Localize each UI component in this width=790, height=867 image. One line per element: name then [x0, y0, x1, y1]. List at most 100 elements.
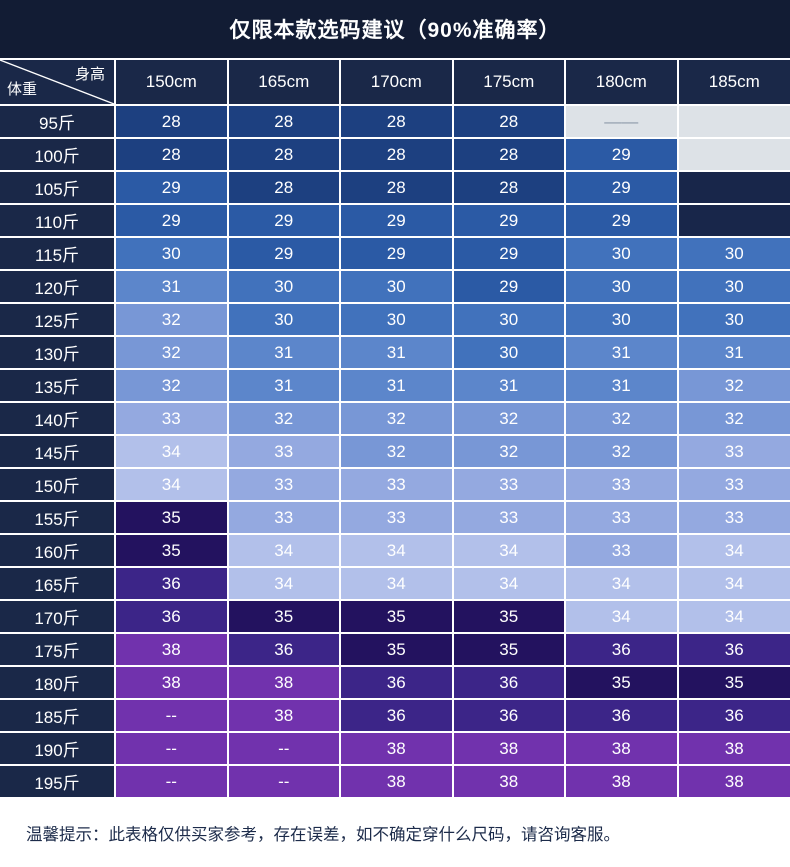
size-cell: 33 [339, 467, 454, 502]
size-cell: 36 [676, 632, 790, 667]
height-column-header: 175cm [451, 58, 566, 106]
size-cell: 34 [226, 533, 341, 568]
header-row: 身高 体重 150cm 165cm 170cm 175cm 180cm 185cm [0, 58, 790, 106]
table-row: 150斤 34 33 33 33 33 33 [0, 467, 790, 502]
table-row: 105斤 29 28 28 28 29 [0, 170, 790, 205]
size-cell: 31 [339, 368, 454, 403]
table-row: 115斤 30 29 29 29 30 30 [0, 236, 790, 271]
weight-row-label: 190斤 [0, 731, 116, 766]
corner-cell: 身高 体重 [0, 58, 116, 106]
size-cell: 34 [339, 533, 454, 568]
table-row: 125斤 32 30 30 30 30 30 [0, 302, 790, 337]
table-row: 165斤 36 34 34 34 34 34 [0, 566, 790, 601]
size-cell: 30 [451, 302, 566, 337]
table-row: 170斤 36 35 35 35 34 34 [0, 599, 790, 634]
size-cell: 33 [564, 533, 679, 568]
size-cell: 28 [226, 104, 341, 139]
size-cell: 29 [564, 170, 679, 205]
weight-row-label: 115斤 [0, 236, 116, 271]
size-table-body: 95斤 28 28 28 28 —— 100斤 28 28 28 28 29 105斤 29 28 28 28 2… [0, 104, 790, 799]
size-cell: 36 [339, 665, 454, 700]
weight-row-label: 100斤 [0, 137, 116, 172]
size-cell: 33 [564, 500, 679, 535]
size-cell: 36 [226, 632, 341, 667]
table-row: 155斤 35 33 33 33 33 33 [0, 500, 790, 535]
table-row: 180斤 38 38 36 36 35 35 [0, 665, 790, 700]
size-cell: 38 [114, 665, 229, 700]
size-cell: 32 [564, 401, 679, 436]
size-cell: 31 [564, 368, 679, 403]
size-cell: 29 [226, 203, 341, 238]
size-cell: 32 [114, 335, 229, 370]
size-cell: 34 [564, 566, 679, 601]
size-cell: 36 [114, 566, 229, 601]
size-table: 身高 体重 150cm 165cm 170cm 175cm 180cm 185cm 95斤… [0, 58, 790, 799]
table-row: 95斤 28 28 28 28 —— [0, 104, 790, 139]
size-cell: 35 [676, 665, 790, 700]
weight-row-label: 125斤 [0, 302, 116, 337]
weight-row-label: 165斤 [0, 566, 116, 601]
size-cell: -- [114, 764, 229, 799]
table-row: 100斤 28 28 28 28 29 [0, 137, 790, 172]
size-cell: 29 [114, 170, 229, 205]
size-cell: 38 [676, 731, 790, 766]
weight-row-label: 95斤 [0, 104, 116, 139]
size-cell: 30 [339, 302, 454, 337]
size-cell: 29 [114, 203, 229, 238]
size-cell: 33 [676, 467, 790, 502]
size-cell: 34 [676, 533, 790, 568]
size-cell: -- [114, 731, 229, 766]
size-cell: 34 [451, 533, 566, 568]
size-cell: 35 [339, 632, 454, 667]
table-row: 160斤 35 34 34 34 33 34 [0, 533, 790, 568]
size-cell: 34 [226, 566, 341, 601]
size-cell: 33 [676, 500, 790, 535]
size-cell: 34 [564, 599, 679, 634]
size-cell: 31 [114, 269, 229, 304]
weight-row-label: 175斤 [0, 632, 116, 667]
diagonal-divider-line [0, 60, 114, 104]
size-cell: 30 [676, 302, 790, 337]
size-cell: 36 [451, 698, 566, 733]
size-cell: —— [564, 104, 679, 139]
height-column-header: 185cm [676, 58, 790, 106]
size-cell: 33 [226, 500, 341, 535]
size-cell: 38 [564, 764, 679, 799]
size-cell: 28 [339, 170, 454, 205]
footer-note: 温馨提示：此表格仅供买家参考，存在误差，如不确定穿什么尺码，请咨询客服。 [26, 826, 620, 844]
size-cell: 33 [114, 401, 229, 436]
size-cell: 30 [564, 302, 679, 337]
weight-row-label: 135斤 [0, 368, 116, 403]
size-cell [676, 203, 790, 238]
size-cell [676, 137, 790, 172]
size-cell: 28 [451, 104, 566, 139]
size-cell: 30 [451, 335, 566, 370]
size-cell: 33 [564, 467, 679, 502]
weight-axis-label: 体重 [7, 81, 38, 98]
size-cell: 33 [676, 434, 790, 469]
page-title: 仅限本款选码建议（90%准确率） [0, 0, 790, 58]
size-cell: 32 [451, 434, 566, 469]
size-cell: 30 [676, 269, 790, 304]
size-cell: 28 [339, 104, 454, 139]
size-cell: 32 [226, 401, 341, 436]
size-cell: 34 [114, 467, 229, 502]
size-cell: 32 [339, 434, 454, 469]
weight-row-label: 145斤 [0, 434, 116, 469]
size-cell: 29 [451, 203, 566, 238]
size-cell: 30 [226, 302, 341, 337]
size-cell: 35 [339, 599, 454, 634]
weight-row-label: 140斤 [0, 401, 116, 436]
size-cell: 34 [114, 434, 229, 469]
size-cell: 31 [676, 335, 790, 370]
size-cell: 35 [451, 632, 566, 667]
height-column-header: 170cm [339, 58, 454, 106]
size-cell: 36 [564, 632, 679, 667]
weight-row-label: 195斤 [0, 764, 116, 799]
size-cell: 28 [114, 137, 229, 172]
size-cell: 31 [451, 368, 566, 403]
size-cell: 34 [676, 599, 790, 634]
size-cell: 32 [114, 302, 229, 337]
size-cell: 29 [564, 137, 679, 172]
